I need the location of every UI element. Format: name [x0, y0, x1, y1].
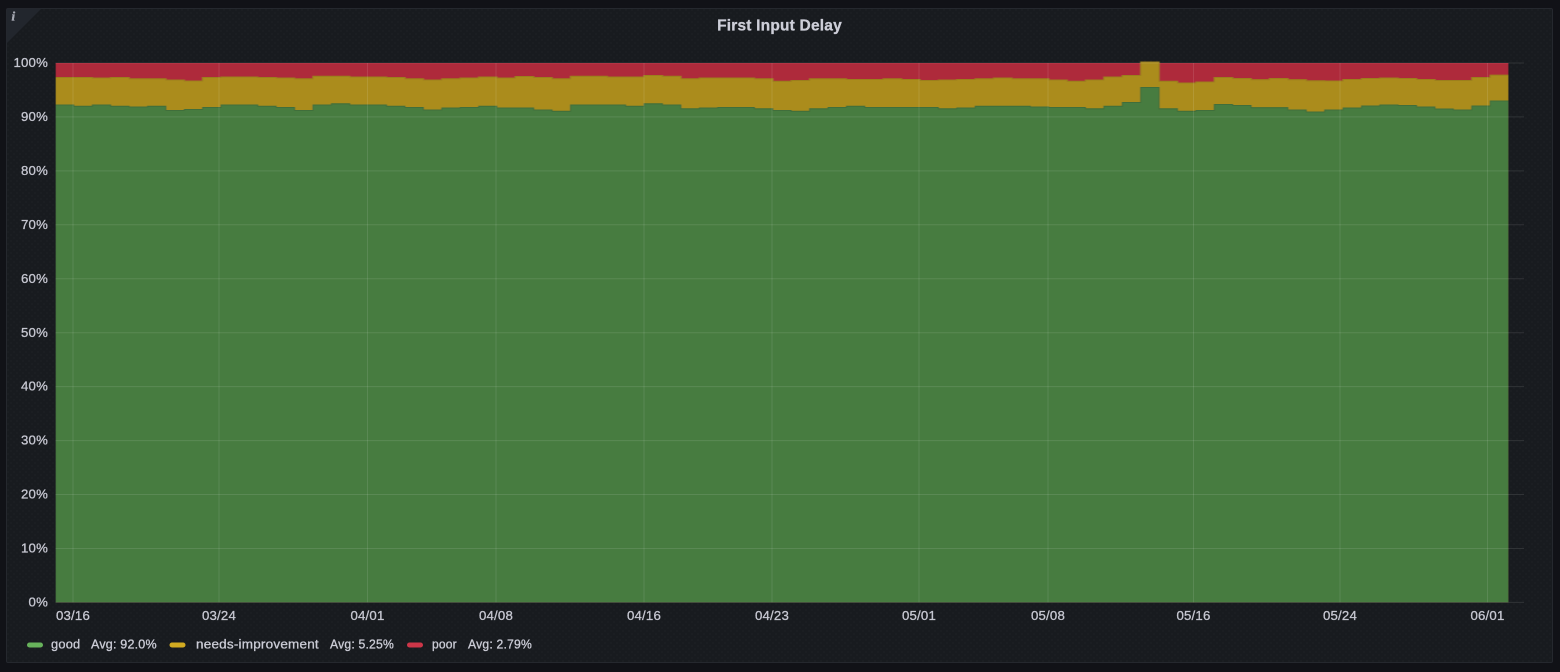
- svg-text:05/01: 05/01: [902, 608, 936, 623]
- svg-text:needs-improvement: needs-improvement: [196, 638, 319, 652]
- svg-text:04/08: 04/08: [479, 608, 513, 623]
- svg-text:10%: 10%: [21, 541, 48, 556]
- svg-text:First Input Delay: First Input Delay: [717, 18, 842, 35]
- svg-text:100%: 100%: [13, 55, 48, 70]
- svg-text:30%: 30%: [21, 433, 48, 448]
- svg-text:50%: 50%: [21, 325, 48, 340]
- svg-text:03/24: 03/24: [202, 608, 236, 623]
- svg-text:poor: poor: [432, 638, 457, 652]
- svg-text:90%: 90%: [21, 109, 48, 124]
- svg-text:70%: 70%: [21, 217, 48, 232]
- svg-text:Avg: 92.0%: Avg: 92.0%: [91, 638, 157, 652]
- svg-text:Avg: 2.79%: Avg: 2.79%: [468, 638, 532, 652]
- svg-text:Avg: 5.25%: Avg: 5.25%: [330, 638, 394, 652]
- svg-text:60%: 60%: [21, 271, 48, 286]
- svg-text:05/24: 05/24: [1323, 608, 1357, 623]
- svg-text:04/23: 04/23: [755, 608, 789, 623]
- svg-text:03/16: 03/16: [56, 608, 90, 623]
- svg-text:i: i: [12, 9, 16, 24]
- svg-text:40%: 40%: [21, 379, 48, 394]
- svg-text:04/01: 04/01: [350, 608, 384, 623]
- svg-text:06/01: 06/01: [1470, 608, 1504, 623]
- svg-text:80%: 80%: [21, 163, 48, 178]
- svg-text:05/08: 05/08: [1031, 608, 1065, 623]
- svg-text:good: good: [51, 638, 80, 652]
- svg-text:04/16: 04/16: [627, 608, 661, 623]
- svg-text:0%: 0%: [29, 595, 49, 610]
- svg-text:05/16: 05/16: [1176, 608, 1210, 623]
- svg-text:20%: 20%: [21, 487, 48, 502]
